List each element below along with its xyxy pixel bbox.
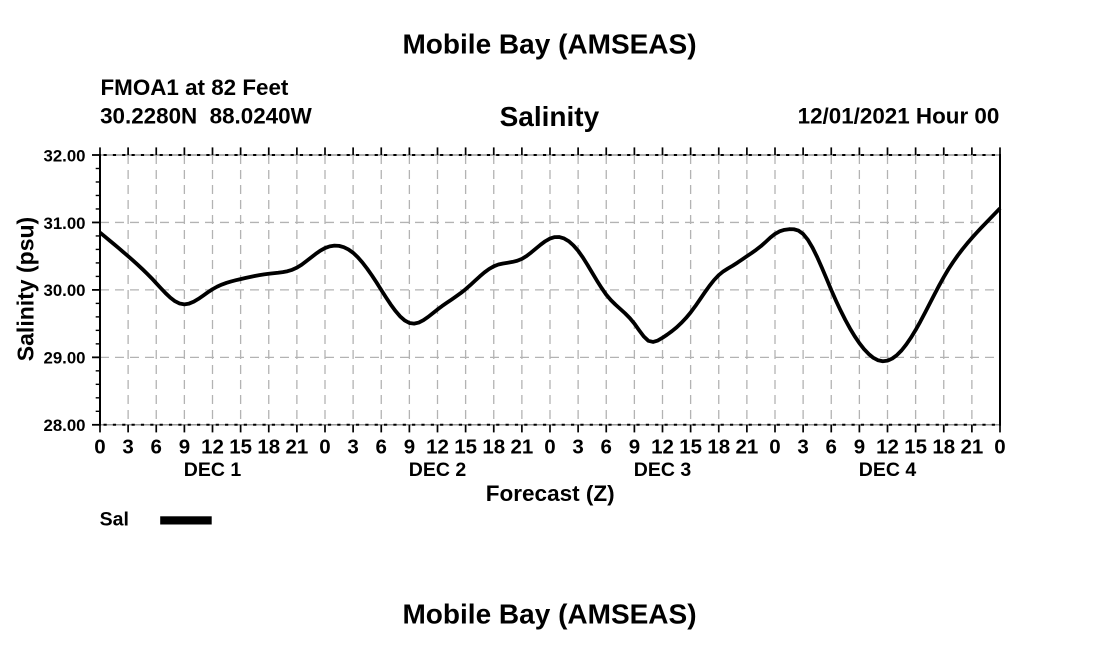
- svg-text:3: 3: [122, 436, 133, 459]
- svg-text:15: 15: [904, 436, 927, 459]
- svg-text:6: 6: [150, 436, 161, 459]
- svg-text:18: 18: [257, 436, 280, 459]
- svg-text:18: 18: [482, 436, 505, 459]
- svg-text:28.00: 28.00: [44, 416, 86, 435]
- svg-text:0: 0: [994, 436, 1005, 459]
- svg-text:12: 12: [651, 436, 674, 459]
- svg-text:21: 21: [735, 436, 758, 459]
- svg-text:29.00: 29.00: [44, 349, 86, 368]
- svg-text:12: 12: [201, 436, 224, 459]
- svg-text:3: 3: [797, 436, 808, 459]
- svg-text:0: 0: [319, 436, 330, 459]
- svg-text:18: 18: [932, 436, 955, 459]
- svg-text:3: 3: [572, 436, 583, 459]
- svg-text:15: 15: [679, 436, 702, 459]
- svg-text:30.00: 30.00: [44, 281, 86, 300]
- svg-text:Forecast (Z): Forecast (Z): [486, 481, 615, 506]
- svg-text:9: 9: [179, 436, 190, 459]
- svg-text:0: 0: [544, 436, 555, 459]
- svg-text:21: 21: [960, 436, 983, 459]
- svg-text:6: 6: [825, 436, 836, 459]
- svg-text:0: 0: [769, 436, 780, 459]
- svg-text:15: 15: [229, 436, 252, 459]
- svg-text:12: 12: [426, 436, 449, 459]
- svg-text:31.00: 31.00: [44, 214, 86, 233]
- svg-text:3: 3: [347, 436, 358, 459]
- svg-text:9: 9: [854, 436, 865, 459]
- svg-text:DEC 4: DEC 4: [859, 459, 917, 481]
- svg-text:Salinity (psu): Salinity (psu): [13, 217, 39, 361]
- svg-text:6: 6: [600, 436, 611, 459]
- svg-text:0: 0: [94, 436, 105, 459]
- svg-text:6: 6: [375, 436, 386, 459]
- svg-text:12: 12: [876, 436, 899, 459]
- svg-text:Salinity: Salinity: [500, 101, 600, 132]
- svg-text:12/01/2021 Hour 00: 12/01/2021 Hour 00: [798, 103, 1000, 128]
- svg-text:21: 21: [285, 436, 308, 459]
- svg-text:Sal: Sal: [100, 508, 129, 530]
- svg-text:Mobile Bay (AMSEAS): Mobile Bay (AMSEAS): [402, 29, 696, 60]
- svg-text:9: 9: [404, 436, 415, 459]
- svg-text:21: 21: [510, 436, 533, 459]
- svg-text:DEC 2: DEC 2: [409, 459, 467, 481]
- svg-text:18: 18: [707, 436, 730, 459]
- svg-text:FMOA1 at 82 Feet: FMOA1 at 82 Feet: [101, 75, 289, 100]
- svg-text:15: 15: [454, 436, 477, 459]
- svg-text:DEC 1: DEC 1: [184, 459, 242, 481]
- svg-text:9: 9: [629, 436, 640, 459]
- svg-text:32.00: 32.00: [44, 146, 86, 165]
- svg-text:30.2280N 88.0240W: 30.2280N 88.0240W: [100, 104, 312, 129]
- svg-text:Mobile Bay (AMSEAS): Mobile Bay (AMSEAS): [402, 598, 696, 629]
- svg-text:DEC 3: DEC 3: [634, 459, 692, 481]
